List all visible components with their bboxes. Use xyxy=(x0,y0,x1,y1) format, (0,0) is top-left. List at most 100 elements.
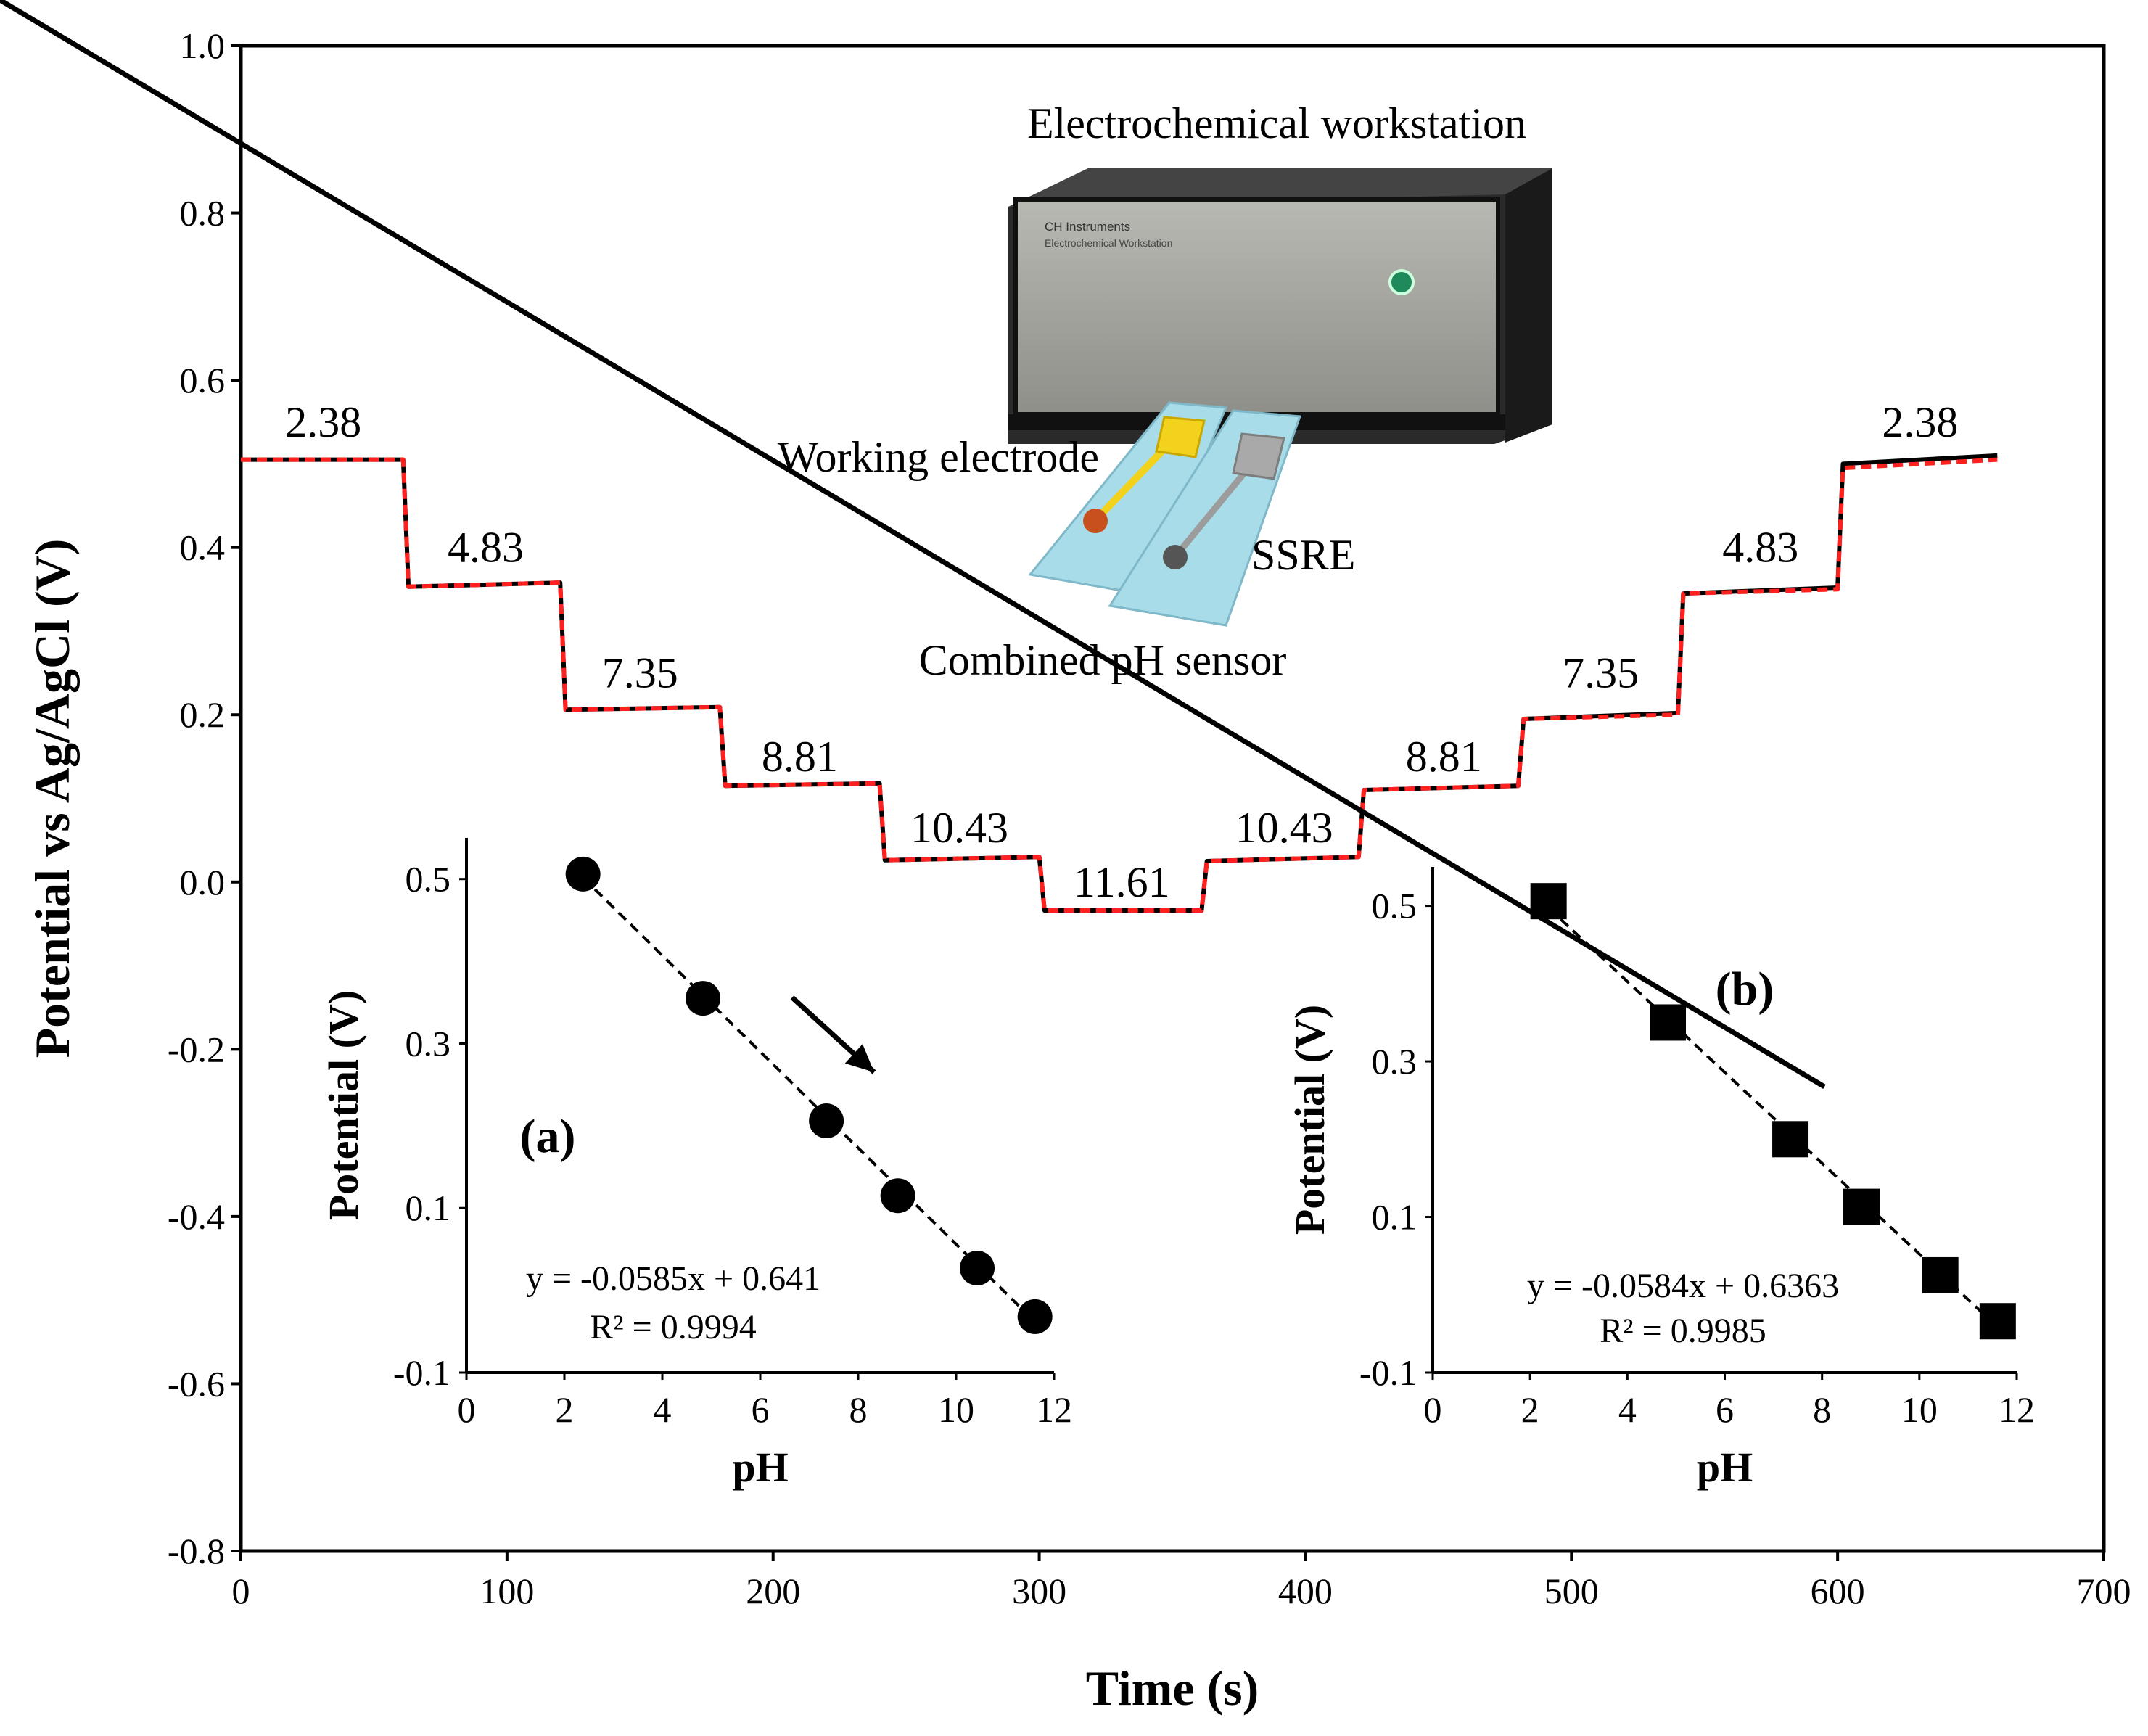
main-y-tick-label: 0.4 xyxy=(180,527,226,568)
trend-arrow-icon xyxy=(844,1044,874,1072)
inset-data-point xyxy=(1650,1004,1687,1041)
inset-x-axis-label: pH xyxy=(1697,1444,1753,1491)
inset-x-tick-label: 4 xyxy=(654,1389,672,1430)
ssre-label: SSRE xyxy=(1251,531,1355,579)
inset-fit-r2: R² = 0.9985 xyxy=(1600,1312,1766,1350)
inset-y-tick-label: 0.3 xyxy=(1372,1041,1417,1082)
main-x-tick-label: 300 xyxy=(1012,1571,1066,1611)
workstation-side xyxy=(1505,168,1552,443)
main-plot-frame xyxy=(239,44,2106,1553)
inset-panel-label: (a) xyxy=(520,1110,576,1163)
inset-fit-r2: R² = 0.9994 xyxy=(590,1308,756,1346)
inset-x-tick-label: 0 xyxy=(458,1389,476,1430)
inset-data-point xyxy=(809,1103,844,1139)
main-x-tick-label: 500 xyxy=(1544,1571,1599,1611)
step-ph-label: 2.38 xyxy=(285,398,361,446)
main-y-tick-label: 0.6 xyxy=(180,360,226,400)
inset-data-point xyxy=(1843,1188,1880,1225)
ssre-trace xyxy=(1174,462,1254,557)
step-ph-label: 8.81 xyxy=(1406,733,1482,781)
main-x-axis-label: Time (s) xyxy=(1086,1661,1259,1716)
inset-x-tick-label: 6 xyxy=(752,1389,770,1430)
main-y-tick-label: 1.0 xyxy=(180,25,226,66)
main-y-tick-label: -0.8 xyxy=(168,1531,225,1571)
ssre-pad xyxy=(1232,432,1285,480)
main-x-tick-label: 200 xyxy=(746,1571,800,1611)
sensor-illustration: Working electrode SSRE Combined pH sensor xyxy=(778,401,1355,684)
inset-data-point xyxy=(565,856,601,892)
inset-fit-line xyxy=(1547,907,1999,1328)
inset-y-axis-label: Potential (V) xyxy=(1286,1005,1333,1235)
potential-trace-solid xyxy=(241,453,1998,913)
inset-x-axis-label: pH xyxy=(732,1444,788,1491)
inset-fit-equation: y = -0.0585x + 0.641 xyxy=(526,1259,820,1298)
main-x-tick-label: 700 xyxy=(2077,1571,2131,1611)
inset-y-tick-label: -0.1 xyxy=(393,1352,450,1393)
step-ph-label: 7.35 xyxy=(602,649,678,697)
step-ph-label: 8.81 xyxy=(762,733,838,781)
inset-data-point xyxy=(960,1251,995,1286)
inset-data-point xyxy=(1922,1256,1959,1293)
main-y-tick-label: 0.0 xyxy=(180,862,226,902)
inset-data-point xyxy=(686,981,721,1016)
main-y-tick-label: 0.2 xyxy=(180,694,226,735)
main-y-tick-label: -0.4 xyxy=(168,1196,225,1237)
inset-data-point xyxy=(880,1178,915,1214)
working-electrode-dot xyxy=(1083,509,1108,533)
inset-y-tick-label: 0.5 xyxy=(406,859,451,900)
inset-data-point xyxy=(1772,1121,1809,1158)
main-y-tick-label: -0.2 xyxy=(168,1029,225,1069)
main-x-tick-label: 100 xyxy=(480,1571,534,1611)
inset-x-tick-label: 12 xyxy=(1036,1389,1072,1430)
power-button-icon xyxy=(1388,269,1415,295)
step-ph-label: 4.83 xyxy=(1722,524,1798,572)
main-x-tick-label: 400 xyxy=(1278,1571,1333,1611)
step-ph-label: 4.83 xyxy=(448,524,524,572)
step-ph-label: 11.61 xyxy=(1074,858,1170,906)
inset-x-tick-label: 6 xyxy=(1716,1389,1734,1430)
inset-x-tick-label: 12 xyxy=(1999,1389,2035,1430)
device-model-text: Electrochemical Workstation xyxy=(1045,237,1172,249)
trend-arrow-shaft xyxy=(0,0,1826,1090)
inset-x-tick-label: 10 xyxy=(938,1389,974,1430)
inset-data-point xyxy=(1017,1299,1053,1334)
inset-y-tick-label: 0.3 xyxy=(406,1023,451,1064)
main-y-axis-label: Potential vs Ag/AgCl (V) xyxy=(25,539,80,1058)
ssre-dot xyxy=(1163,545,1188,569)
inset-y-tick-label: 0.1 xyxy=(406,1188,451,1228)
workstation-illustration: Electrochemical workstation CH Instrument… xyxy=(1008,99,1552,444)
inset-data-point xyxy=(1979,1303,2016,1340)
working-electrode-pad xyxy=(1155,416,1206,458)
main-x-tick-label: 0 xyxy=(232,1571,250,1611)
inset-x-tick-label: 0 xyxy=(1424,1389,1442,1430)
inset-y-tick-label: -0.1 xyxy=(1359,1352,1417,1393)
inset-y-tick-label: 0.1 xyxy=(1372,1197,1417,1238)
workstation-front-panel xyxy=(1013,197,1500,416)
working-electrode-label: Working electrode xyxy=(778,433,1099,481)
inset-chart-a: 0.5 0.3 0.1 -0.10 2 4 6 8 10 12 pH Potential (V) y =… xyxy=(320,838,1072,1491)
main-x-tick-label: 600 xyxy=(1811,1571,1865,1611)
step-ph-label: 2.38 xyxy=(1882,398,1958,446)
workstation-label: Electrochemical workstation xyxy=(1027,99,1526,147)
main-y-tick-label: 0.8 xyxy=(180,193,226,234)
main-y-tick-label: -0.6 xyxy=(168,1363,225,1404)
inset-x-tick-label: 10 xyxy=(1901,1389,1938,1430)
inset-y-tick-label: 0.5 xyxy=(1372,886,1417,926)
inset-fit-equation: y = -0.0584x + 0.6363 xyxy=(1527,1267,1839,1305)
step-ph-label: 10.43 xyxy=(910,804,1008,852)
inset-x-tick-label: 8 xyxy=(849,1389,868,1430)
inset-x-tick-label: 4 xyxy=(1618,1389,1637,1430)
inset-x-tick-label: 2 xyxy=(556,1389,574,1430)
step-ph-label: 7.35 xyxy=(1563,649,1639,697)
step-ph-label: 10.43 xyxy=(1235,804,1333,852)
inset-fit-line xyxy=(582,876,1037,1323)
device-brand-text: CH Instruments xyxy=(1045,220,1130,234)
inset-panel-label: (b) xyxy=(1716,963,1774,1016)
inset-x-tick-label: 2 xyxy=(1521,1389,1539,1430)
inset-x-tick-label: 8 xyxy=(1813,1389,1831,1430)
inset-y-axis-label: Potential (V) xyxy=(320,990,367,1220)
workstation-top xyxy=(1008,168,1552,207)
main-chart: 1.00.80.60.40.20.0-0.2-0.4-0.6-0.80 100 20… xyxy=(25,25,2131,1716)
